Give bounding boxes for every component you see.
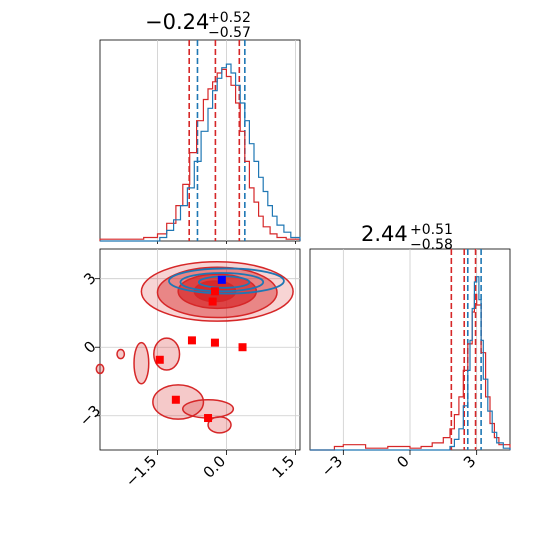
marginal-panel-2-xtick-label-2: 3 [460, 452, 479, 471]
joint-panel-red-marker-1 [208, 297, 217, 306]
marginal-panel-2: −3 0 3 2.44 +0.51 −0.58 [309, 222, 511, 480]
joint-panel-red-marker-0 [210, 287, 219, 296]
joint-panel-red-island-1 [153, 337, 181, 371]
marginal-panel-1-frame [99, 39, 301, 242]
marginal-panel-2-title: 2.44 [361, 222, 408, 246]
joint-panel-red-marker-7 [204, 414, 213, 423]
marginal-panel-2-xtick-label-0: −3 [318, 452, 346, 480]
marginal-panel-1: −0.24 +0.52 −0.57 [99, 10, 301, 244]
joint-panel: −1.5 0.0 1.530−3 [76, 248, 301, 491]
marginal-panel-2-ticks: −3 0 3 [318, 450, 479, 480]
marginal-panel-1-title: −0.24 [145, 10, 209, 34]
joint-panel-xtick-label-2: 1.5 [269, 452, 299, 482]
joint-panel-red-marker-3 [210, 338, 219, 347]
marginal-panel-1-title-minus: −0.57 [208, 25, 251, 41]
joint-panel-markers [155, 275, 247, 423]
joint-panel-red-marker-5 [155, 355, 164, 364]
joint-panel-red-island-4 [207, 416, 232, 434]
marginal-panel-2-title-minus: −0.58 [410, 237, 453, 253]
joint-panel-grid [100, 249, 300, 450]
joint-panel-red-marker-6 [171, 395, 180, 404]
joint-panel-blue-contour-0 [168, 267, 285, 295]
joint-panel-xtick-label-1: 0.0 [200, 452, 230, 482]
joint-panel-red-marker-2 [187, 336, 196, 345]
marginal-panel-2-red-histogram [310, 293, 511, 451]
marginal-panel-1-blue-histogram [100, 63, 301, 242]
joint-panel-red-island-5 [95, 363, 105, 375]
marginal-panel-2-xtick-label-1: 0 [393, 452, 412, 471]
marginal-panel-1-title-plus: +0.52 [208, 10, 251, 26]
marginal-panel-2-blue-histogram [310, 276, 511, 451]
joint-panel-blue-marker [217, 275, 226, 284]
joint-panel-red-marker-4 [238, 343, 247, 352]
marginal-panel-2-title-plus: +0.51 [410, 222, 453, 238]
joint-panel-red-island-6 [116, 348, 126, 360]
joint-panel-blue-contour-1 [179, 272, 265, 293]
joint-panel-xtick-label-0: −1.5 [122, 452, 160, 490]
joint-panel-red-island-0 [133, 341, 150, 385]
